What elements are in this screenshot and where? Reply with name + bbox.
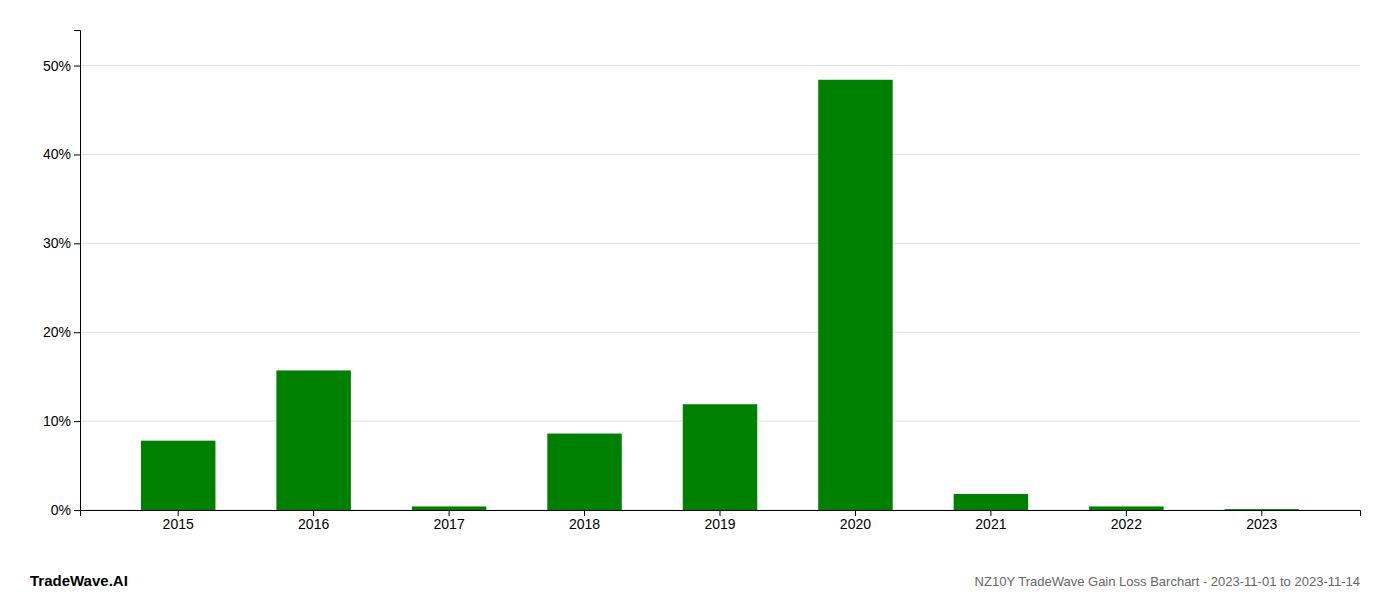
bar bbox=[818, 80, 892, 510]
bar bbox=[547, 434, 621, 510]
x-tick: 2023 bbox=[1246, 510, 1277, 532]
x-tick-label: 2020 bbox=[840, 516, 871, 532]
x-tick: 2019 bbox=[704, 510, 735, 532]
y-tick-mark bbox=[74, 66, 80, 67]
x-tick-label: 2017 bbox=[434, 516, 465, 532]
bar bbox=[1089, 506, 1163, 510]
y-tick-label: 20% bbox=[43, 324, 71, 340]
grid-line bbox=[80, 65, 1360, 66]
x-tick-label: 2022 bbox=[1111, 516, 1142, 532]
y-tick-mark bbox=[74, 243, 80, 244]
y-tick: 20% bbox=[43, 324, 80, 340]
y-tick: 0% bbox=[51, 502, 80, 518]
grid bbox=[80, 66, 1360, 510]
x-tick: 2018 bbox=[569, 510, 600, 532]
x-tick: 2017 bbox=[434, 510, 465, 532]
grid-line bbox=[80, 243, 1360, 244]
x-tick: 2020 bbox=[840, 510, 871, 532]
plot-area: 2015 2016 2017 2018 2019 2020 2021 2022 2023 0% 10… bbox=[43, 31, 1361, 532]
x-tick-label: 2019 bbox=[704, 516, 735, 532]
y-tick-label: 50% bbox=[43, 58, 71, 74]
y-tick-mark bbox=[74, 421, 80, 422]
y-axis: 0% 10% 20% 30% 40% 50% bbox=[43, 31, 81, 518]
grid-line bbox=[80, 154, 1360, 155]
chart: 2015 2016 2017 2018 2019 2020 2021 2022 2023 0% 10… bbox=[0, 0, 1400, 600]
x-tick: 2021 bbox=[975, 510, 1006, 532]
x-tick-label: 2016 bbox=[298, 516, 329, 532]
bar bbox=[954, 494, 1028, 510]
bar bbox=[412, 506, 486, 510]
title: NZ10Y TradeWave Gain Loss Barchart - 202… bbox=[975, 574, 1360, 589]
y-tick-mark bbox=[74, 332, 80, 333]
x-tick-label: 2018 bbox=[569, 516, 600, 532]
bar bbox=[141, 441, 215, 510]
bars bbox=[141, 80, 1299, 510]
grid-line bbox=[80, 332, 1360, 333]
y-tick-mark bbox=[74, 510, 80, 511]
y-tick: 30% bbox=[43, 235, 80, 251]
annotation: TradeWave.AI bbox=[30, 572, 128, 589]
bar bbox=[276, 370, 350, 510]
y-tick-label: 10% bbox=[43, 413, 71, 429]
bar bbox=[683, 404, 757, 510]
bar bbox=[1225, 509, 1299, 510]
x-tick-label: 2015 bbox=[163, 516, 194, 532]
y-tick: 10% bbox=[43, 413, 80, 429]
x-tick: 2015 bbox=[163, 510, 194, 532]
y-tick-label: 30% bbox=[43, 235, 71, 251]
x-tick: 2016 bbox=[298, 510, 329, 532]
x-tick: 2022 bbox=[1111, 510, 1142, 532]
y-tick: 50% bbox=[43, 58, 80, 74]
y-tick: 40% bbox=[43, 146, 80, 162]
y-tick-mark bbox=[74, 154, 80, 155]
y-tick-label: 40% bbox=[43, 146, 71, 162]
x-tick-label: 2021 bbox=[975, 516, 1006, 532]
x-tick-label: 2023 bbox=[1246, 516, 1277, 532]
y-axis-line bbox=[74, 31, 81, 511]
y-tick-label: 0% bbox=[51, 502, 71, 518]
x-axis: 2015 2016 2017 2018 2019 2020 2021 2022 2023 bbox=[81, 510, 1361, 532]
